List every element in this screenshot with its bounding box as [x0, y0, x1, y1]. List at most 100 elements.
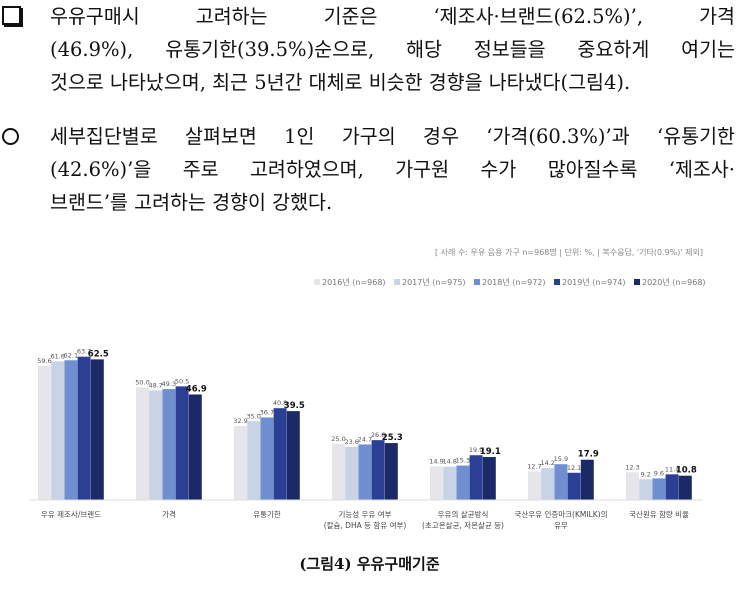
- bar: [175, 386, 189, 500]
- data-label: 62.1: [64, 351, 78, 359]
- data-label: 50.0: [135, 379, 149, 387]
- bar: [443, 466, 457, 500]
- bar: [371, 440, 385, 500]
- bar: [64, 360, 78, 500]
- bar-chart: [ 사례 수: 우유 음용 가구 n=968명 | 단위: %, | 복수응답,…: [0, 240, 739, 540]
- data-label: 26.6: [371, 431, 385, 439]
- bar: [665, 474, 679, 500]
- category-label: 기능성 우유 여부: [338, 509, 391, 519]
- category-label: 유통기한: [253, 510, 281, 519]
- data-label: 24.7: [358, 435, 372, 443]
- category-label: (초고온살균, 저온살균 등): [422, 521, 504, 530]
- data-label: 49.3: [162, 380, 176, 388]
- bar: [678, 475, 692, 500]
- bar: [580, 459, 594, 500]
- category-label: 우유 제조사/브랜드: [41, 509, 101, 519]
- legend-swatch: [314, 279, 320, 285]
- bar: [567, 472, 581, 500]
- category-label: 우유의 살균방식: [438, 509, 489, 519]
- data-label: 25.3: [382, 433, 403, 443]
- data-label: 48.7: [148, 381, 162, 389]
- data-label: 10.8: [676, 466, 697, 476]
- data-label: 12.3: [625, 463, 639, 471]
- data-label: 19.9: [469, 446, 483, 454]
- category-label: 유무: [554, 521, 568, 530]
- bar: [162, 389, 176, 500]
- legend-swatch: [554, 279, 560, 285]
- bar: [149, 390, 163, 500]
- legend-label: 2019년 (n=974): [562, 277, 626, 287]
- bar: [554, 464, 568, 500]
- data-label: 14.9: [429, 457, 443, 465]
- data-label: 9.2: [641, 470, 651, 478]
- square-bullet-icon: [2, 6, 21, 25]
- paragraph-2-line-2: (42.6%)’을 주로 고려하였으며, 가구원 수가 많아질수록 ‘제조사·: [50, 158, 735, 181]
- legend-label: 2017년 (n=975): [402, 277, 466, 287]
- legend-label: 2018년 (n=972): [482, 277, 546, 287]
- legend-swatch: [394, 279, 400, 285]
- data-label: 14.2: [540, 459, 554, 467]
- legend-label: 2020년 (n=968): [642, 277, 706, 287]
- data-label: 9.6: [654, 469, 664, 477]
- legend-swatch: [634, 279, 640, 285]
- legend-swatch: [474, 279, 480, 285]
- data-label: 32.9: [233, 417, 247, 425]
- data-label: 62.5: [88, 349, 109, 359]
- bar: [38, 365, 51, 500]
- data-label: 39.5: [284, 401, 305, 411]
- bar: [332, 443, 345, 500]
- data-label: 40.8: [273, 399, 287, 407]
- data-label: 63.7: [77, 348, 91, 356]
- legend-label: 2016년 (n=968): [322, 277, 386, 287]
- category-label: 국산우유 인증마크(KMILK)의: [514, 509, 607, 519]
- figure-caption: (그림4) 우유구매기준: [299, 555, 440, 573]
- bar: [188, 394, 202, 500]
- bar: [541, 468, 555, 500]
- bar: [469, 455, 483, 500]
- data-label: 36.7: [260, 408, 274, 416]
- bar: [51, 361, 65, 500]
- bar: [430, 466, 443, 500]
- data-label: 14.8: [442, 458, 456, 466]
- bar: [77, 356, 91, 500]
- data-label: 23.6: [344, 438, 358, 446]
- data-label: 11.4: [665, 465, 679, 473]
- data-label: 50.5: [175, 377, 189, 385]
- bar: [528, 471, 541, 500]
- bar: [626, 472, 639, 500]
- bar: [384, 443, 398, 500]
- data-label: 15.3: [456, 457, 470, 465]
- circle-bullet-icon: [2, 128, 19, 145]
- category-label: 가격: [162, 509, 176, 519]
- data-label: 12.7: [527, 462, 541, 470]
- bar: [273, 408, 287, 500]
- data-label: 12.1: [567, 464, 581, 472]
- bar: [482, 457, 496, 500]
- bar: [90, 359, 104, 500]
- paragraph-1-line-1: 우유구매시 고려하는 기준은 ‘제조사·브랜드(62.5%)’, 가격: [50, 5, 735, 28]
- bar: [639, 479, 653, 500]
- bar: [234, 425, 247, 500]
- bar: [652, 478, 666, 500]
- bar: [456, 465, 470, 500]
- data-label: 35.0: [246, 412, 260, 420]
- bar: [358, 444, 372, 500]
- data-label: 59.6: [37, 357, 51, 365]
- category-label: 국산원유 함량 비율: [629, 509, 689, 519]
- bar: [286, 411, 300, 500]
- chart-svg: [ 사례 수: 우유 음용 가구 n=968명 | 단위: %, | 복수응답,…: [30, 247, 706, 530]
- category-label: (칼슘, DHA 등 함유 여부): [324, 520, 407, 530]
- data-label: 15.9: [554, 455, 568, 463]
- paragraph-2-line-1: 세부집단별로 살펴보면 1인 가구의 경우 ‘가격(60.3%)’과 ‘유통기한: [50, 125, 735, 148]
- data-label: 17.9: [578, 450, 599, 460]
- chart-note: [ 사례 수: 우유 음용 가구 n=968명 | 단위: %, | 복수응답,…: [435, 247, 703, 257]
- bar: [247, 421, 261, 500]
- bar: [260, 417, 274, 500]
- paragraph-1-line-2: (46.9%), 유통기한(39.5%)순으로, 해당 정보들을 중요하게 여기…: [50, 38, 735, 61]
- data-label: 46.9: [186, 384, 207, 394]
- paragraph-2-line-3: 브랜드’를 고려하는 경향이 강했다.: [50, 191, 333, 214]
- data-label: 25.0: [331, 435, 345, 443]
- data-label: 61.6: [50, 352, 64, 360]
- data-label: 19.1: [480, 447, 501, 457]
- bar: [136, 387, 149, 500]
